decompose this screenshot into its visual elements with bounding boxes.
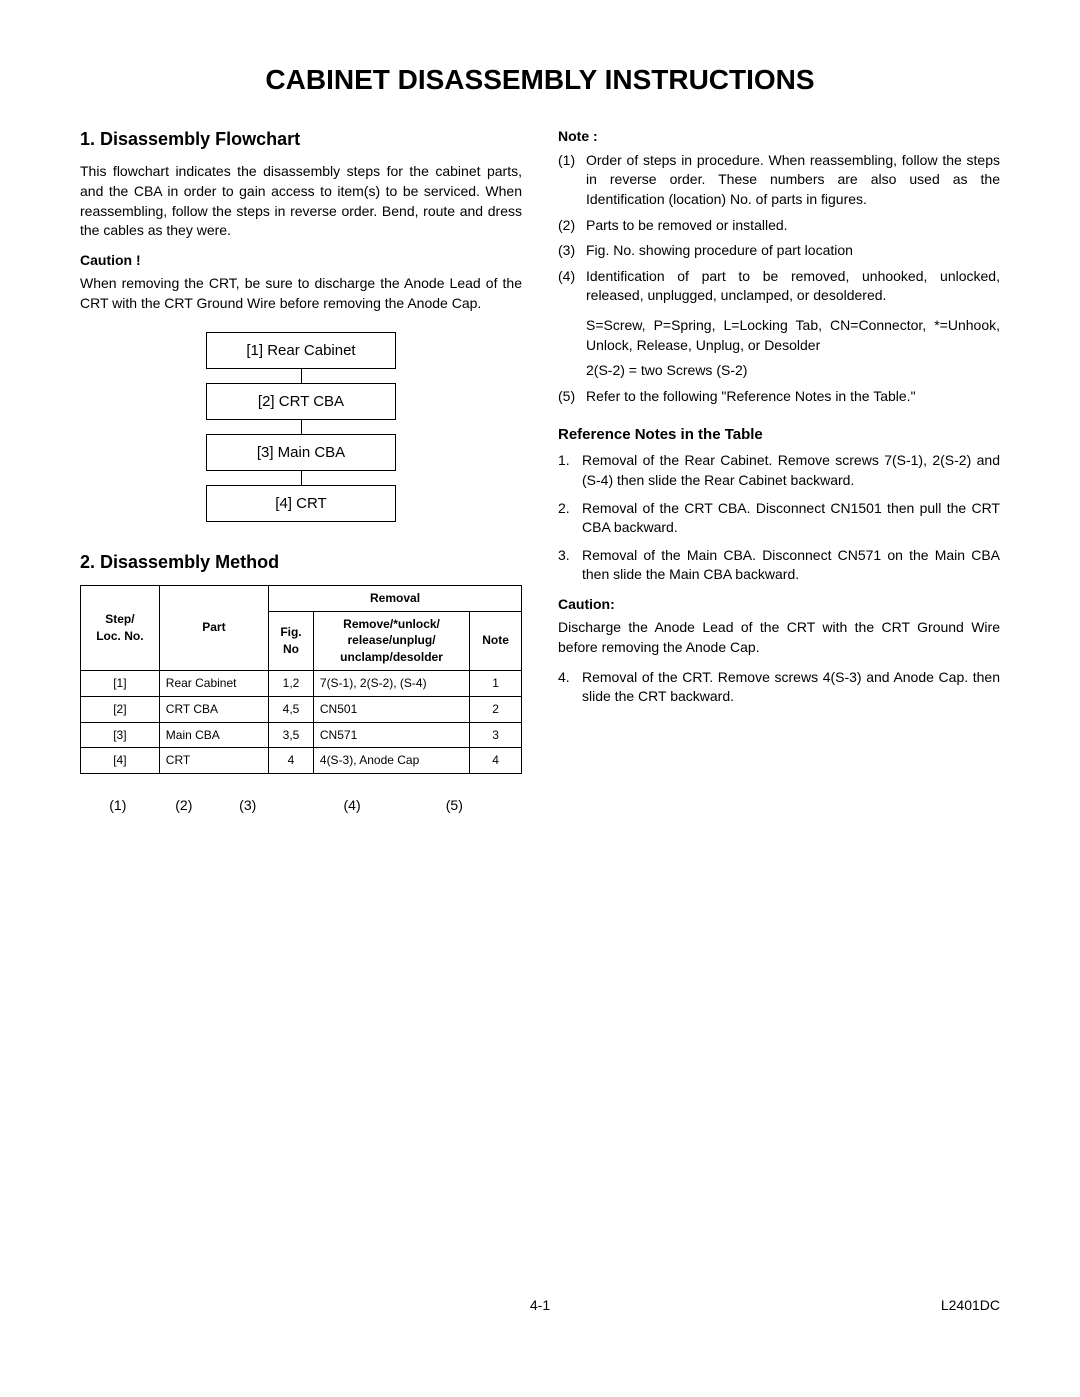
table-row: [3]Main CBA3,5CN5713 xyxy=(81,722,522,748)
legend-5: (5) xyxy=(429,796,480,816)
refnote-text: Removal of the Main CBA. Disconnect CN57… xyxy=(582,546,1000,585)
note-item-4: (4)Identification of part to be removed,… xyxy=(558,267,1000,306)
note-item-2: (2)Parts to be removed or installed. xyxy=(558,216,1000,236)
table-row: [1]Rear Cabinet1,27(S-1), 2(S-2), (S-4)1 xyxy=(81,670,522,696)
refnotes-list-4: 4.Removal of the CRT. Remove screws 4(S-… xyxy=(558,668,1000,707)
th-part: Part xyxy=(159,585,268,670)
cell-step: [2] xyxy=(81,696,160,722)
cell-note: 4 xyxy=(470,748,522,774)
note-item-3: (3)Fig. No. showing procedure of part lo… xyxy=(558,241,1000,261)
note4-sub2: 2(S-2) = two Screws (S-2) xyxy=(586,361,1000,381)
cell-remove: CN501 xyxy=(313,696,469,722)
refnote-1: 1.Removal of the Rear Cabinet. Remove sc… xyxy=(558,451,1000,490)
flow-connector xyxy=(301,471,302,485)
table-row: [2]CRT CBA4,5CN5012 xyxy=(81,696,522,722)
footer-page-number: 4-1 xyxy=(80,1296,1000,1316)
page-footer: 4-1 L2401DC xyxy=(80,1296,1000,1316)
cell-remove: 7(S-1), 2(S-2), (S-4) xyxy=(313,670,469,696)
flowchart: [1] Rear Cabinet [2] CRT CBA [3] Main CB… xyxy=(206,332,396,522)
cell-part: Rear Cabinet xyxy=(159,670,268,696)
note-marker: (3) xyxy=(558,241,586,261)
section1-heading: 1. Disassembly Flowchart xyxy=(80,127,522,152)
th-note: Note xyxy=(470,611,522,670)
note-marker: (5) xyxy=(558,387,586,407)
cell-part: Main CBA xyxy=(159,722,268,748)
refnotes-heading: Reference Notes in the Table xyxy=(558,424,1000,445)
right-column: Note : (1)Order of steps in procedure. W… xyxy=(558,127,1000,816)
flow-box-2: [2] CRT CBA xyxy=(206,383,396,420)
content-columns: 1. Disassembly Flowchart This flowchart … xyxy=(80,127,1000,816)
legend-3: (3) xyxy=(220,796,275,816)
note-text: Parts to be removed or installed. xyxy=(586,216,1000,236)
cell-fig: 3,5 xyxy=(269,722,314,748)
flow-connector xyxy=(301,420,302,434)
table-row: [4]CRT44(S-3), Anode Cap4 xyxy=(81,748,522,774)
footer-doc-id: L2401DC xyxy=(941,1296,1000,1316)
cell-step: [4] xyxy=(81,748,160,774)
legend-2: (2) xyxy=(148,796,220,816)
flow-box-3: [3] Main CBA xyxy=(206,434,396,471)
note-label: Note : xyxy=(558,127,1000,147)
note-marker: (1) xyxy=(558,151,586,210)
note-marker: (4) xyxy=(558,267,586,306)
left-column: 1. Disassembly Flowchart This flowchart … xyxy=(80,127,522,816)
th-step: Step/ Loc. No. xyxy=(81,585,160,670)
cell-note: 2 xyxy=(470,696,522,722)
refnote-marker: 4. xyxy=(558,668,582,707)
cell-part: CRT xyxy=(159,748,268,774)
note-item-5: (5)Refer to the following "Reference Not… xyxy=(558,387,1000,407)
cell-step: [1] xyxy=(81,670,160,696)
note-item-1: (1)Order of steps in procedure. When rea… xyxy=(558,151,1000,210)
note-text: Fig. No. showing procedure of part locat… xyxy=(586,241,1000,261)
th-fig: Fig. No xyxy=(269,611,314,670)
section1-paragraph: This flowchart indicates the disassembly… xyxy=(80,162,522,240)
method-table: Step/ Loc. No. Part Removal Fig. No Remo… xyxy=(80,585,522,774)
note-text: Refer to the following "Reference Notes … xyxy=(586,387,1000,407)
caution2-paragraph: Discharge the Anode Lead of the CRT with… xyxy=(558,618,1000,657)
cell-step: [3] xyxy=(81,722,160,748)
caution2-label: Caution: xyxy=(558,595,1000,615)
refnote-text: Removal of the CRT CBA. Disconnect CN150… xyxy=(582,499,1000,538)
caution-paragraph: When removing the CRT, be sure to discha… xyxy=(80,274,522,313)
refnotes-list: 1.Removal of the Rear Cabinet. Remove sc… xyxy=(558,451,1000,585)
cell-remove: 4(S-3), Anode Cap xyxy=(313,748,469,774)
refnote-4: 4.Removal of the CRT. Remove screws 4(S-… xyxy=(558,668,1000,707)
section2-heading: 2. Disassembly Method xyxy=(80,550,522,575)
flow-box-4: [4] CRT xyxy=(206,485,396,522)
cell-fig: 1,2 xyxy=(269,670,314,696)
refnote-marker: 1. xyxy=(558,451,582,490)
flow-box-1: [1] Rear Cabinet xyxy=(206,332,396,369)
note4-sub1: S=Screw, P=Spring, L=Locking Tab, CN=Con… xyxy=(586,316,1000,355)
flow-connector xyxy=(301,369,302,383)
caution-label: Caution ! xyxy=(80,251,522,271)
cell-remove: CN571 xyxy=(313,722,469,748)
notes-list: (1)Order of steps in procedure. When rea… xyxy=(558,151,1000,306)
cell-fig: 4 xyxy=(269,748,314,774)
refnote-2: 2.Removal of the CRT CBA. Disconnect CN1… xyxy=(558,499,1000,538)
cell-note: 1 xyxy=(470,670,522,696)
refnote-text: Removal of the Rear Cabinet. Remove scre… xyxy=(582,451,1000,490)
refnote-text: Removal of the CRT. Remove screws 4(S-3)… xyxy=(582,668,1000,707)
th-removal: Removal xyxy=(269,585,522,611)
note-marker: (2) xyxy=(558,216,586,236)
refnote-3: 3.Removal of the Main CBA. Disconnect CN… xyxy=(558,546,1000,585)
note-text: Identification of part to be removed, un… xyxy=(586,267,1000,306)
cell-fig: 4,5 xyxy=(269,696,314,722)
cell-part: CRT CBA xyxy=(159,696,268,722)
legend-1: (1) xyxy=(88,796,148,816)
refnote-marker: 3. xyxy=(558,546,582,585)
page-title: CABINET DISASSEMBLY INSTRUCTIONS xyxy=(80,60,1000,99)
notes-list-5: (5)Refer to the following "Reference Not… xyxy=(558,387,1000,407)
cell-note: 3 xyxy=(470,722,522,748)
th-remove: Remove/*unlock/ release/unplug/ unclamp/… xyxy=(313,611,469,670)
note-text: Order of steps in procedure. When reasse… xyxy=(586,151,1000,210)
refnote-marker: 2. xyxy=(558,499,582,538)
legend-4: (4) xyxy=(275,796,428,816)
legend-row: (1) (2) (3) (4) (5) xyxy=(80,796,522,816)
